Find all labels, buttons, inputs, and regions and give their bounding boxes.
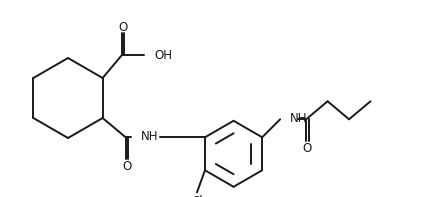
Text: OH: OH	[154, 48, 172, 61]
Text: NH: NH	[290, 112, 308, 125]
Text: O: O	[303, 142, 312, 155]
Text: NH: NH	[141, 130, 158, 143]
Text: Cl: Cl	[191, 195, 203, 197]
Text: O: O	[122, 160, 131, 173]
Text: O: O	[118, 20, 128, 33]
